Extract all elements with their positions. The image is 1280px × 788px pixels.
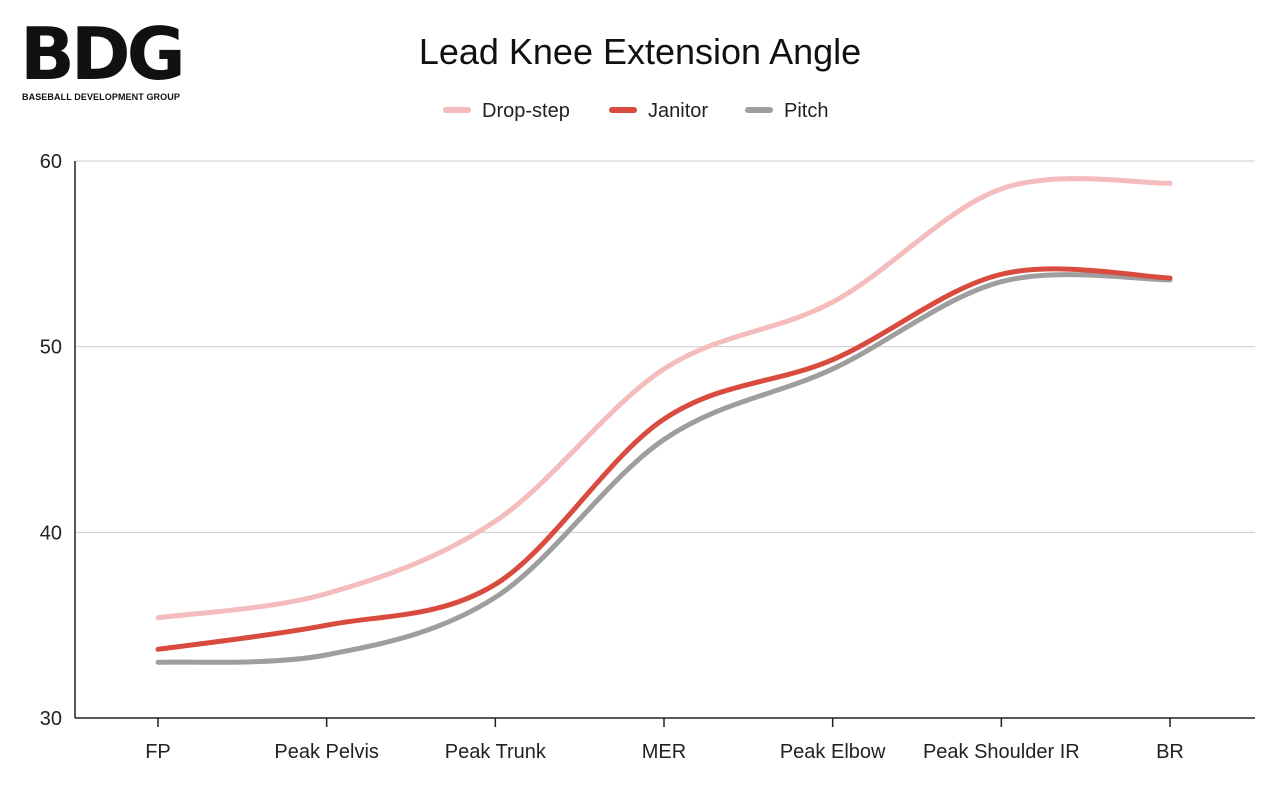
x-tick-label: MER: [642, 741, 686, 763]
legend: Drop-step Janitor Pitch: [443, 100, 828, 122]
legend-label: Janitor: [648, 100, 708, 122]
x-tick-label: Peak Pelvis: [274, 741, 379, 763]
x-tick-label: FP: [145, 741, 171, 763]
series-line-pitch: [155, 272, 1173, 665]
legend-item-pitch: Pitch: [745, 100, 828, 122]
logo-subtitle: BASEBALL DEVELOPMENT GROUP: [22, 92, 180, 102]
x-tick-label: BR: [1156, 741, 1184, 763]
series-line-drop-step: [155, 176, 1173, 621]
legend-item-drop-step: Drop-step: [443, 100, 570, 122]
y-tick-label: 40: [40, 522, 62, 544]
chart-title: Lead Knee Extension Angle: [419, 31, 861, 72]
series-lines: [155, 176, 1173, 665]
gridlines: [75, 160, 1255, 533]
y-tick-label: 30: [40, 708, 62, 730]
bdg-logo: BDG BASEBALL DEVELOPMENT GROUP: [20, 12, 195, 106]
series-line-janitor: [155, 266, 1173, 652]
x-tick-label: Peak Trunk: [445, 741, 547, 763]
legend-item-janitor: Janitor: [609, 100, 708, 122]
x-tick-label: Peak Shoulder IR: [923, 741, 1080, 763]
y-axis: 30 40 50 60: [40, 151, 76, 730]
x-axis: FP Peak Pelvis Peak Trunk MER Peak Elbow Peak…: [75, 717, 1255, 763]
legend-label: Drop-step: [482, 100, 570, 122]
legend-label: Pitch: [784, 100, 828, 122]
x-tick-label: Peak Elbow: [780, 741, 886, 763]
y-tick-label: 60: [40, 151, 62, 173]
logo-letters: BDG: [20, 12, 186, 96]
y-tick-label: 50: [40, 337, 62, 359]
